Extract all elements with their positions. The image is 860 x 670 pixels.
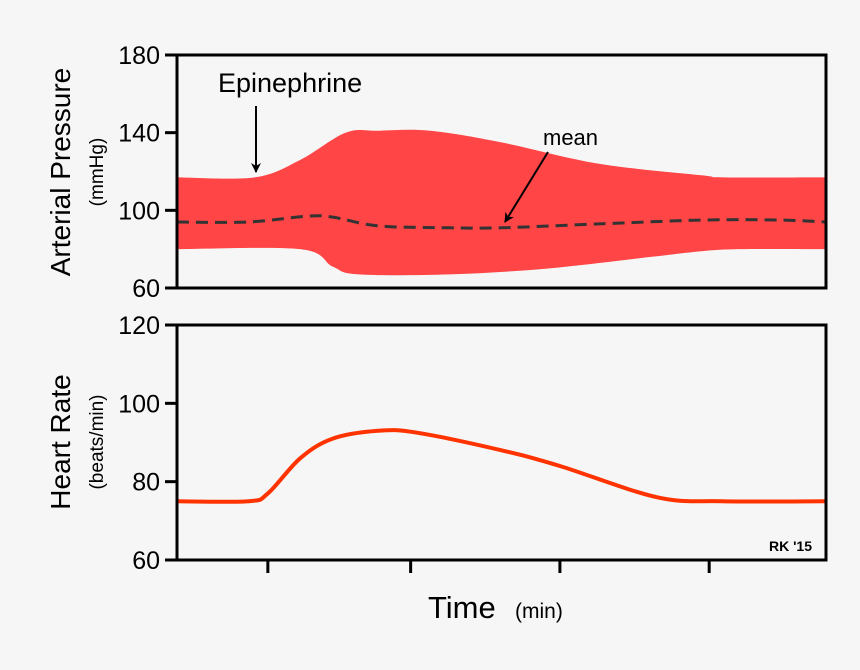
y-tick-label: 180 bbox=[118, 42, 160, 70]
arterial-pressure-panel: 60 100 140 180 bbox=[118, 42, 828, 303]
bottom-ylabel: Heart Rate bbox=[45, 374, 76, 509]
y-tick-label: 60 bbox=[132, 547, 160, 575]
xunit: (min) bbox=[515, 600, 563, 623]
heart-rate-panel: 60 80 100 120 bbox=[118, 312, 828, 575]
y-tick-label: 100 bbox=[118, 197, 160, 225]
mean-pressure-line bbox=[176, 214, 827, 230]
mean-arrow bbox=[504, 151, 549, 223]
top-ylabel: Arterial Pressure bbox=[45, 68, 76, 277]
xlabel: Time bbox=[428, 590, 496, 625]
y-tick-label: 60 bbox=[132, 275, 160, 303]
annotation-epinephrine: Epinephrine bbox=[218, 68, 362, 98]
annotation-mean: mean bbox=[543, 125, 598, 150]
pressure-band bbox=[177, 129, 826, 276]
credit: RK '15 bbox=[769, 538, 812, 554]
heart-rate-line bbox=[176, 428, 827, 504]
bottom-yunit: (beats/min) bbox=[87, 394, 108, 489]
y-tick-label: 140 bbox=[118, 120, 160, 148]
y-tick-label: 120 bbox=[118, 312, 160, 340]
plot-frame bbox=[175, 53, 828, 290]
top-yunit: (mmHg) bbox=[87, 138, 108, 207]
y-tick-label: 80 bbox=[132, 469, 160, 497]
plot-frame bbox=[175, 323, 828, 562]
y-tick-label: 100 bbox=[118, 390, 160, 418]
